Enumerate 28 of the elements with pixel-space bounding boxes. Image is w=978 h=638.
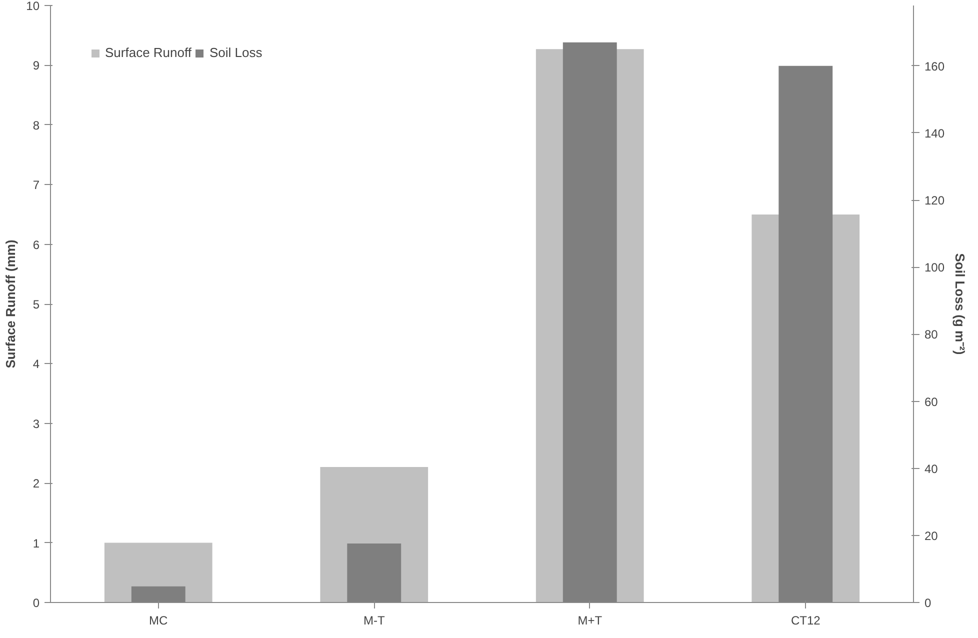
y2-tick-label: 60: [924, 394, 938, 409]
y2-tick-label: 20: [924, 528, 938, 543]
y-tick-label: 7: [32, 178, 40, 192]
y-tick-label: 3: [32, 416, 40, 431]
y-tick-label: 5: [32, 298, 40, 312]
x-tick-label: MC: [149, 614, 168, 628]
y-tick-label: 4: [32, 357, 40, 372]
y-tick-label: 0: [32, 596, 40, 610]
y2-tick-label: 160: [924, 59, 945, 74]
x-tick-label: M+T: [578, 614, 603, 628]
y-tick-label: 6: [32, 238, 40, 252]
y2-tick-label: 140: [924, 126, 945, 140]
y2-tick-label: 100: [924, 260, 945, 275]
y-tick-label: 9: [32, 58, 40, 73]
y-tick-label: 10: [26, 0, 40, 13]
y2-tick-label: 40: [924, 462, 938, 476]
x-tick-label: CT12: [790, 614, 821, 628]
legend-label: Surface Runoff: [105, 45, 192, 60]
y2-tick-label: 80: [924, 328, 938, 342]
y-tick-label: 8: [32, 118, 40, 132]
y-tick-label: 1: [32, 536, 40, 550]
y2-tick-label: 0: [924, 596, 932, 610]
x-tick-label: M-T: [363, 614, 386, 628]
y2-tick-label: 120: [924, 194, 945, 208]
y-axis-title: Surface Runoff (mm): [3, 240, 18, 368]
y2-axis-title: Soil Loss (g m⁻²): [952, 253, 968, 355]
legend-label: Soil Loss: [209, 45, 262, 60]
y-tick-label: 2: [32, 476, 40, 491]
